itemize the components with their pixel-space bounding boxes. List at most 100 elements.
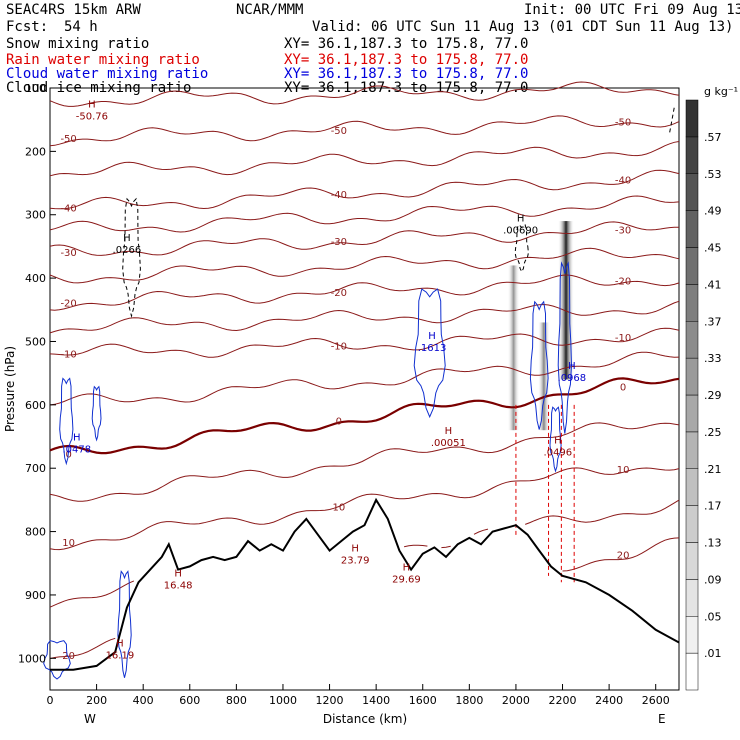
snow-column bbox=[537, 322, 550, 431]
x-tick-label: 0 bbox=[47, 694, 54, 707]
extremum-value: .0496 bbox=[544, 448, 573, 459]
axes: 0 200 400 600 800 1000 1200 1400 1600 1800 2000 220… bbox=[18, 82, 670, 707]
east-label: E bbox=[658, 712, 666, 726]
isotherm bbox=[49, 537, 680, 659]
isotherm bbox=[49, 247, 680, 284]
extremum-value: .0478 bbox=[62, 444, 91, 455]
extremum-marker: H bbox=[517, 214, 525, 225]
header: SEAC4RS 15km ARW NCAR/MMM Init: 00 UTC F… bbox=[6, 2, 740, 96]
x-tick-label: 200 bbox=[86, 694, 107, 707]
colorbar-swatch bbox=[685, 579, 699, 617]
x-tick-label: 1400 bbox=[362, 694, 390, 707]
terrain-line bbox=[50, 497, 680, 671]
isotherm-label: -50 bbox=[615, 117, 631, 128]
y-tick-label: 300 bbox=[25, 209, 46, 222]
isotherm bbox=[49, 499, 680, 608]
isotherm bbox=[49, 274, 680, 311]
colorbar-level-label: .09 bbox=[704, 573, 722, 586]
x-tick-label: 400 bbox=[133, 694, 154, 707]
x-tick-label: 800 bbox=[226, 694, 247, 707]
isotherm bbox=[49, 169, 680, 210]
temperature-isotherms: -50 -50 -50 -40 -40 -40 -30 -30 -30 -20 -20 -20 -10 -… bbox=[49, 81, 680, 662]
field-snow-xy: XY= 36.1,187.3 to 175.8, 77.0 bbox=[284, 36, 528, 52]
colorbar-level-label: .49 bbox=[704, 205, 722, 218]
colorbar-swatch bbox=[685, 505, 699, 543]
extremum-marker: H bbox=[123, 233, 131, 244]
snow-column bbox=[558, 221, 575, 380]
colorbar-swatch bbox=[685, 542, 699, 580]
isotherm-label: -20 bbox=[60, 299, 76, 310]
colorbar-level-label: .37 bbox=[704, 315, 722, 328]
extremum-value: -50.76 bbox=[76, 112, 108, 123]
extremum-marker: H bbox=[403, 562, 411, 573]
colorbar-level-label: .33 bbox=[704, 352, 722, 365]
isotherm-label: -20 bbox=[331, 288, 347, 299]
y-tick-label: 700 bbox=[25, 462, 46, 475]
y-tick-label: 800 bbox=[25, 526, 46, 539]
x-tick-label: 1800 bbox=[455, 694, 483, 707]
extremum-value: .00690 bbox=[503, 226, 538, 237]
extremum-value: 23.79 bbox=[341, 555, 370, 566]
isotherm-label: 0 bbox=[620, 382, 626, 393]
x-tick-label: 2600 bbox=[642, 694, 670, 707]
isotherm-label: -30 bbox=[60, 248, 76, 259]
extremum-marker: H bbox=[554, 436, 562, 447]
y-axis-title: Pressure (hPa) bbox=[3, 346, 17, 432]
isotherm bbox=[49, 377, 680, 455]
valid-time: Valid: 06 UTC Sun 11 Aug 13 (01 CDT Sun … bbox=[312, 19, 733, 35]
cloud-water-contour bbox=[43, 640, 71, 680]
isotherm bbox=[49, 195, 680, 233]
colorbar-level-label: .45 bbox=[704, 242, 722, 255]
isotherm bbox=[49, 422, 680, 502]
colorbar-swatch bbox=[685, 284, 699, 322]
extremum-value: .00051 bbox=[431, 438, 466, 449]
isotherm-label: -30 bbox=[615, 226, 631, 237]
x-tick-label: 2400 bbox=[595, 694, 623, 707]
extremum-marker: H bbox=[73, 432, 81, 443]
extremum-marker: H bbox=[445, 426, 453, 437]
isotherm-label: 20 bbox=[62, 651, 75, 662]
colorbar-level-label: .41 bbox=[704, 278, 722, 291]
cloud-ice-contours bbox=[122, 106, 675, 318]
isotherm bbox=[49, 141, 680, 177]
isotherm bbox=[49, 351, 680, 406]
cloud-ice-contour bbox=[122, 197, 141, 318]
cloud-ice-contour bbox=[669, 106, 675, 133]
colorbar-level-label: .05 bbox=[704, 610, 722, 623]
x-tick-label: 1600 bbox=[409, 694, 437, 707]
org-label: NCAR/MMM bbox=[236, 2, 303, 18]
cloud-water-contour bbox=[413, 288, 446, 419]
isotherm bbox=[49, 467, 680, 551]
colorbar-level-label: .17 bbox=[704, 500, 722, 513]
isotherm-label: 10 bbox=[617, 465, 630, 476]
cloud-ice-contour bbox=[514, 224, 529, 273]
isotherm bbox=[49, 327, 680, 358]
isotherm bbox=[49, 300, 680, 334]
isotherm-label: -10 bbox=[615, 333, 631, 344]
colorbar-unit: g kg⁻¹ bbox=[704, 85, 738, 98]
colorbar-swatch bbox=[685, 210, 699, 248]
colorbar-swatch bbox=[685, 321, 699, 359]
y-tick-label: 600 bbox=[25, 399, 46, 412]
isotherm-label: -50 bbox=[60, 134, 76, 145]
fcst-label: Fcst: bbox=[6, 19, 48, 35]
extremum-marker: H bbox=[428, 331, 436, 342]
extremum-value: 16.48 bbox=[164, 581, 193, 592]
extremum-value: 16.19 bbox=[106, 650, 135, 661]
colorbar-swatch bbox=[685, 431, 699, 469]
isotherm-label: 20 bbox=[617, 550, 630, 561]
colorbar-swatch bbox=[685, 247, 699, 285]
colorbar-swatch bbox=[685, 394, 699, 433]
colorbar-swatch bbox=[685, 652, 699, 691]
y-tick-label: 400 bbox=[25, 272, 46, 285]
field-rain-xy: XY= 36.1,187.3 to 175.8, 77.0 bbox=[284, 52, 528, 68]
y-tick-label: 900 bbox=[25, 589, 46, 602]
x-axis-title: Distance (km) bbox=[323, 712, 407, 726]
y-tick-label: 100 bbox=[25, 82, 46, 95]
colorbar-level-label: .29 bbox=[704, 389, 722, 402]
isotherm-label: -40 bbox=[331, 190, 347, 201]
isotherm-label: -10 bbox=[331, 341, 347, 352]
snow-shading bbox=[507, 221, 575, 431]
